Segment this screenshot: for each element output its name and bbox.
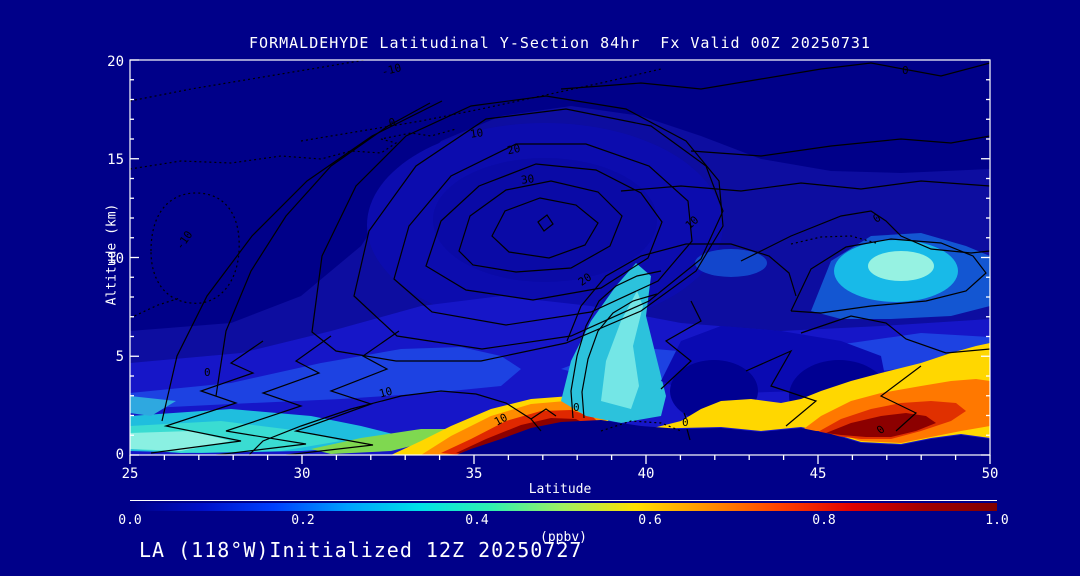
contour-label: 0 (573, 401, 580, 414)
colorbar-unit-label: (ppbv) (540, 530, 587, 545)
contour-label: 0 (387, 116, 397, 130)
colorbar-tick-label: 0.8 (812, 513, 836, 528)
x-tick-label: 25 (122, 466, 139, 482)
x-axis-tick-labels: 25 30 35 40 45 50 (122, 466, 999, 482)
y-axis-tick-labels: 20 15 10 5 0 (107, 54, 124, 463)
contour-label: 30 (520, 172, 535, 187)
y-tick-label: 20 (107, 54, 124, 70)
contour-label: 20 (506, 142, 522, 157)
colorbar-tick-label: 0.0 (118, 513, 142, 528)
contour-label: 0 (902, 64, 909, 77)
x-tick-label: 40 (638, 466, 655, 482)
x-axis-ticks (129, 455, 991, 464)
y-tick-label: 15 (107, 152, 124, 168)
colorbar-tick-label: 0.4 (465, 513, 489, 528)
init-annotation: LA (118°W)Initialized 12Z 20250727 (139, 538, 583, 562)
x-tick-label: 30 (294, 466, 311, 482)
contour-lines (130, 60, 990, 455)
contour-label: 10 (492, 411, 510, 429)
y-tick-label: 5 (116, 349, 124, 365)
contour-label: 10 (378, 385, 394, 401)
contour-labels: -10 0 10 20 30 -10 0 0 20 10 0 10 10 0 0… (173, 61, 908, 437)
contour-label: 20 (576, 271, 594, 289)
y-tick-label: 0 (116, 447, 124, 463)
colorbar-tick-label: 1.0 (985, 513, 1009, 528)
terrain (456, 420, 990, 455)
y-tick-label: 10 (107, 251, 124, 267)
colorbar-tick-label: 0.2 (291, 513, 315, 528)
colorbar-top-rule (130, 500, 997, 501)
contour-label: 0 (682, 416, 689, 429)
y-axis-title: Altitude (km) (104, 203, 120, 306)
filled-contours (130, 60, 990, 455)
y-axis-ticks (130, 59, 990, 456)
x-tick-label: 35 (466, 466, 483, 482)
colorbar (130, 503, 997, 511)
x-axis-title: Latitude (528, 482, 592, 497)
chart-title: FORMALDEHYDE Latitudinal Y-Section 84hr … (249, 34, 871, 52)
contour-label: 10 (469, 126, 484, 141)
x-tick-label: 45 (810, 466, 827, 482)
contour-label: -10 (380, 61, 403, 79)
contour-label: 0 (204, 366, 211, 379)
x-tick-label: 50 (982, 466, 999, 482)
colorbar-tick-label: 0.6 (638, 513, 662, 528)
